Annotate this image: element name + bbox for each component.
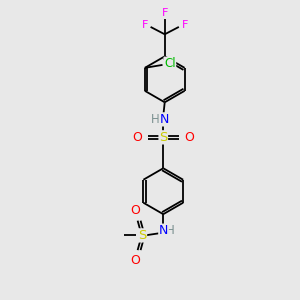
Text: F: F bbox=[182, 20, 188, 30]
Text: O: O bbox=[133, 130, 142, 143]
Text: F: F bbox=[161, 8, 168, 18]
Text: N: N bbox=[159, 224, 168, 237]
Text: S: S bbox=[138, 229, 146, 242]
Text: S: S bbox=[159, 131, 167, 144]
Text: Cl: Cl bbox=[164, 57, 176, 70]
Text: O: O bbox=[184, 130, 194, 143]
Text: H: H bbox=[151, 113, 159, 126]
Text: H: H bbox=[166, 224, 174, 237]
Text: O: O bbox=[130, 204, 140, 217]
Text: N: N bbox=[159, 113, 169, 126]
Text: O: O bbox=[130, 254, 140, 267]
Text: F: F bbox=[142, 20, 148, 30]
